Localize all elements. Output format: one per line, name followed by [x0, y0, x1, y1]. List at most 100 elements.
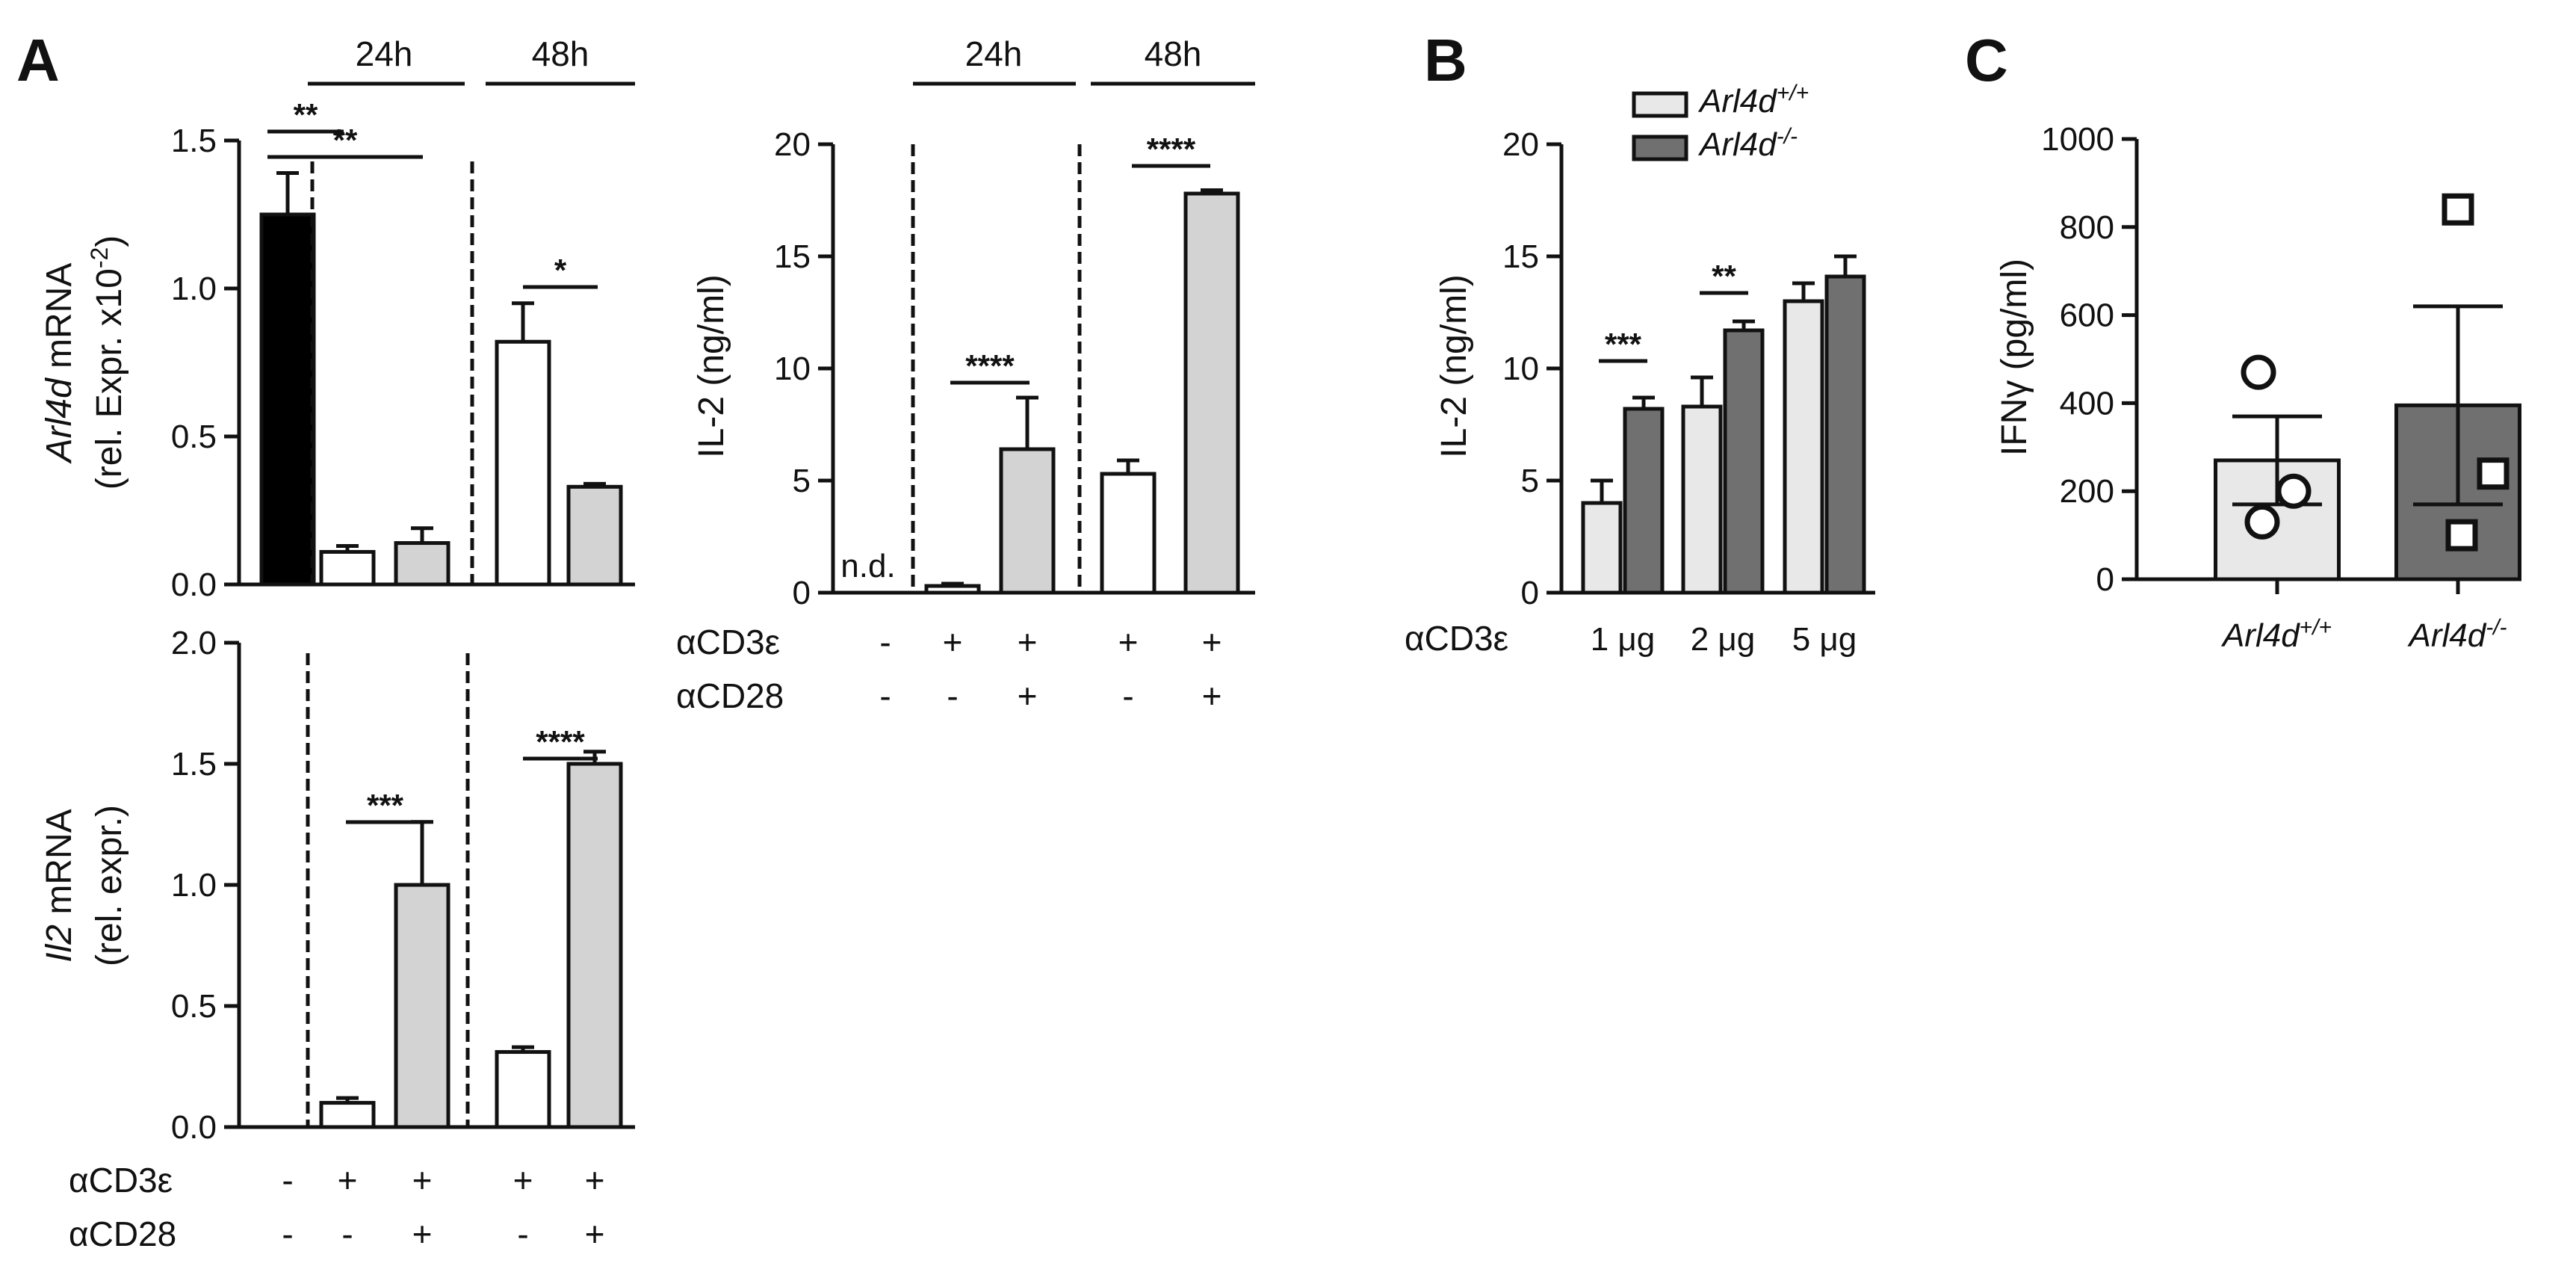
- x-tick-label-B: 5 μg: [1792, 621, 1857, 658]
- condition-sign: +: [338, 1161, 358, 1200]
- x-axis-label-B: αCD3ε: [1405, 619, 1508, 658]
- x-tick-gene: Arl4d: [2406, 617, 2486, 654]
- x-tick-label-C-0: Arl4d+/+: [2220, 615, 2332, 655]
- bar-A2-1: [319, 1101, 376, 1129]
- y-tick-label-C: 600: [2060, 297, 2114, 334]
- y-tick-label-A1: 1.5: [171, 123, 217, 159]
- data-point-C-0-1: [2276, 473, 2312, 509]
- bar-A3-2: [999, 447, 1056, 595]
- data-point-C-1-2: [2445, 519, 2478, 552]
- y-tick-label-A1: 1.0: [171, 271, 217, 307]
- panel-label-b: B: [1424, 27, 1467, 93]
- bar-A3-3: [1100, 472, 1157, 595]
- sig-A3-1-label: ****: [1147, 132, 1196, 167]
- y-tick-label-A2: 0.5: [171, 988, 217, 1025]
- legend-swatch-B-1: [1632, 135, 1688, 161]
- condition-sign: +: [1118, 623, 1139, 661]
- y-axis-label-C: IFNγ (pg/ml): [1995, 259, 2034, 456]
- sig-B-1-label: **: [1712, 259, 1736, 294]
- condition-sign: -: [282, 1161, 293, 1200]
- legend-label-B-1: Arl4d-/-: [1697, 124, 1798, 164]
- y-axis-label-A1-part: Arl4d: [40, 377, 79, 464]
- x-tick-label-B: 1 μg: [1591, 621, 1656, 658]
- condition-sign: +: [585, 1161, 605, 1200]
- condition-label: αCD3ε: [69, 1161, 173, 1200]
- data-point-C-0-0: [2241, 354, 2276, 390]
- legend-gene: Arl4d: [1697, 83, 1777, 120]
- y-tick-label-B: 10: [1502, 351, 1539, 387]
- legend-gene: Arl4d: [1697, 126, 1777, 163]
- bar-B-0-2: [1783, 299, 1824, 595]
- group-label-A3-24h: 24h: [965, 34, 1023, 73]
- y-tick-label-A3: 0: [793, 575, 811, 611]
- condition-sign: +: [1202, 623, 1222, 661]
- condition-sign: -: [879, 676, 891, 715]
- bar-B-1-0: [1623, 407, 1665, 595]
- y-tick-label-A3: 5: [793, 463, 811, 499]
- data-point-C-0-2: [2244, 504, 2280, 540]
- y-axis-label-A2-unit-part: (rel. expr.): [90, 805, 129, 966]
- y-axis-label-A2-part: mRNA: [40, 809, 79, 925]
- condition-sign: -: [282, 1214, 293, 1253]
- bar-A2-3: [495, 1050, 551, 1129]
- condition-sign: -: [947, 676, 958, 715]
- condition-sign: -: [879, 623, 891, 661]
- bar-A1-2: [394, 541, 451, 587]
- condition-label: αCD28: [676, 676, 784, 715]
- x-tick-label-B: 2 μg: [1691, 621, 1756, 658]
- y-tick-label-B: 5: [1521, 463, 1539, 499]
- sig-A2-0-label: ***: [367, 788, 404, 823]
- condition-sign: +: [943, 623, 963, 661]
- x-tick-label-C-1: Arl4d-/-: [2406, 615, 2507, 655]
- bar-A3-1: [924, 584, 981, 595]
- x-tick-gene: Arl4d: [2220, 617, 2300, 654]
- y-tick-label-A2: 2.0: [171, 625, 217, 661]
- y-axis-label-A1-unit-part: (rel. Expr. x10: [90, 268, 129, 490]
- condition-sign: +: [1018, 623, 1038, 661]
- bar-A2-2: [394, 883, 451, 1129]
- condition-sign: +: [585, 1214, 605, 1253]
- y-tick-label-C: 200: [2060, 473, 2114, 510]
- y-tick-label-B: 15: [1502, 238, 1539, 275]
- y-tick-label-A1: 0.5: [171, 419, 217, 455]
- condition-sign: +: [513, 1161, 533, 1200]
- y-axis-label-A2: Il2 mRNA: [40, 809, 79, 962]
- bar-A1-3: [495, 339, 551, 587]
- x-tick-genotype: +/+: [2300, 615, 2332, 640]
- bar-A1-1: [319, 549, 376, 587]
- legend-swatch-B-0: [1632, 91, 1688, 118]
- group-label-A1-24h: 24h: [356, 34, 413, 73]
- legend-genotype: +/+: [1777, 81, 1809, 105]
- bar-A2-4: [566, 762, 623, 1129]
- y-axis-label-B: IL-2 (ng/ml): [1434, 274, 1474, 457]
- y-axis-label-C-part: IFNγ (pg/ml): [1995, 259, 2034, 456]
- group-label-A3-48h: 48h: [1145, 34, 1202, 73]
- y-tick-label-A1: 0.0: [171, 567, 217, 603]
- bar-A1-4: [566, 484, 623, 587]
- bar-B-0-0: [1581, 501, 1623, 595]
- condition-sign: +: [412, 1214, 433, 1253]
- y-tick-label-C: 800: [2060, 209, 2114, 246]
- bar-B-1-1: [1723, 328, 1765, 595]
- y-tick-label-A2: 1.5: [171, 746, 217, 783]
- sig-A1-1-label: **: [333, 123, 358, 158]
- y-axis-label-A1-unit-part: -2: [86, 247, 113, 268]
- bar-A3-4: [1183, 191, 1240, 595]
- bar-B-0-1: [1681, 404, 1723, 595]
- y-tick-label-C: 1000: [2041, 121, 2114, 158]
- panel-label-a: A: [16, 27, 60, 93]
- y-axis-label-A3: IL-2 (ng/ml): [692, 274, 731, 457]
- y-tick-label-B: 0: [1521, 575, 1539, 611]
- legend-genotype: -/-: [1777, 124, 1798, 149]
- condition-label: αCD3ε: [676, 623, 780, 661]
- panel-label-c: C: [1965, 27, 2008, 93]
- y-axis-label-A1-unit: (rel. Expr. x10-2): [86, 235, 129, 490]
- condition-sign: +: [1202, 676, 1222, 715]
- condition-sign: +: [1018, 676, 1038, 715]
- y-axis-label-A2-unit: (rel. expr.): [90, 805, 129, 966]
- condition-sign: +: [412, 1161, 433, 1200]
- sig-B-0-label: ***: [1605, 327, 1642, 362]
- y-tick-label-A3: 20: [774, 126, 811, 163]
